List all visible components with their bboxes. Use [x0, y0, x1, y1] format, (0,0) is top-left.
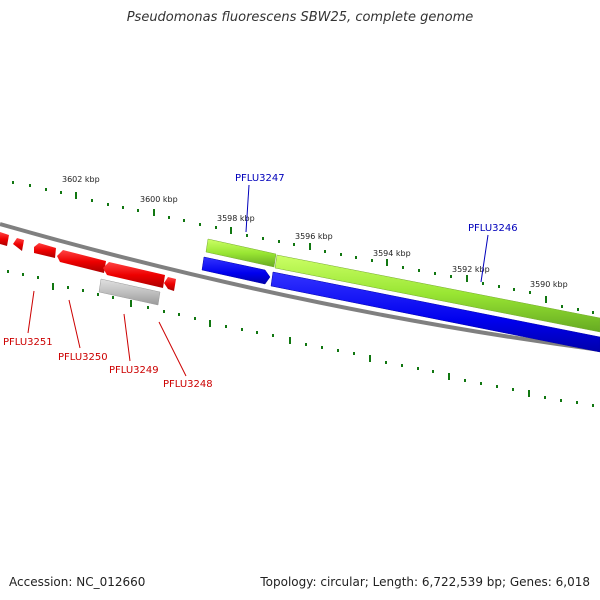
- gene-pflu3250[interactable]: [57, 250, 106, 273]
- genome-backbone: [0, 222, 600, 352]
- gene-pflu3247[interactable]: [201, 256, 271, 285]
- scale-label-3596: 3596 kbp: [295, 232, 333, 241]
- gene-label-pflu3246[interactable]: PFLU3246: [468, 223, 518, 234]
- scale-label-3592: 3592 kbp: [452, 265, 490, 274]
- gene-fragment-left[interactable]: [0, 232, 9, 246]
- gene-label-pflu3248[interactable]: PFLU3248: [163, 379, 213, 390]
- accession-text: Accession: NC_012660: [9, 575, 146, 589]
- gene-pflu3251[interactable]: [34, 243, 56, 258]
- scale-label-3590: 3590 kbp: [530, 280, 568, 289]
- blue-leader-lines: [245, 184, 489, 283]
- scale-label-3602: 3602 kbp: [62, 175, 100, 184]
- gene-pflu3246[interactable]: [270, 271, 600, 353]
- scale-label-3598: 3598 kbp: [217, 214, 255, 223]
- gene-pflu3249[interactable]: [103, 262, 165, 288]
- outer-scale-ruler: [12, 181, 594, 314]
- rna-gene-segment-left[interactable]: [205, 238, 277, 268]
- scale-label-3600: 3600 kbp: [140, 195, 178, 204]
- gene-pflu3248-small[interactable]: [164, 277, 176, 291]
- inner-scale-ruler: [7, 270, 594, 407]
- gene-label-pflu3249[interactable]: PFLU3249: [109, 365, 159, 376]
- red-leader-lines: [27, 290, 187, 377]
- gene-label-pflu3250[interactable]: PFLU3250: [58, 352, 108, 363]
- scale-label-3594: 3594 kbp: [373, 249, 411, 258]
- map-title: Pseudomonas fluorescens SBW25, complete …: [126, 10, 474, 25]
- pseudo-gene-pflu3248[interactable]: [98, 278, 161, 306]
- genome-info-text: Topology: circular; Length: 6,722,539 bp…: [260, 575, 590, 589]
- gene-label-pflu3251[interactable]: PFLU3251: [3, 337, 53, 348]
- gene-pflu3251-small[interactable]: [13, 238, 24, 251]
- rna-gene-pflu3246[interactable]: [274, 254, 600, 333]
- gene-label-pflu3247[interactable]: PFLU3247: [235, 173, 285, 184]
